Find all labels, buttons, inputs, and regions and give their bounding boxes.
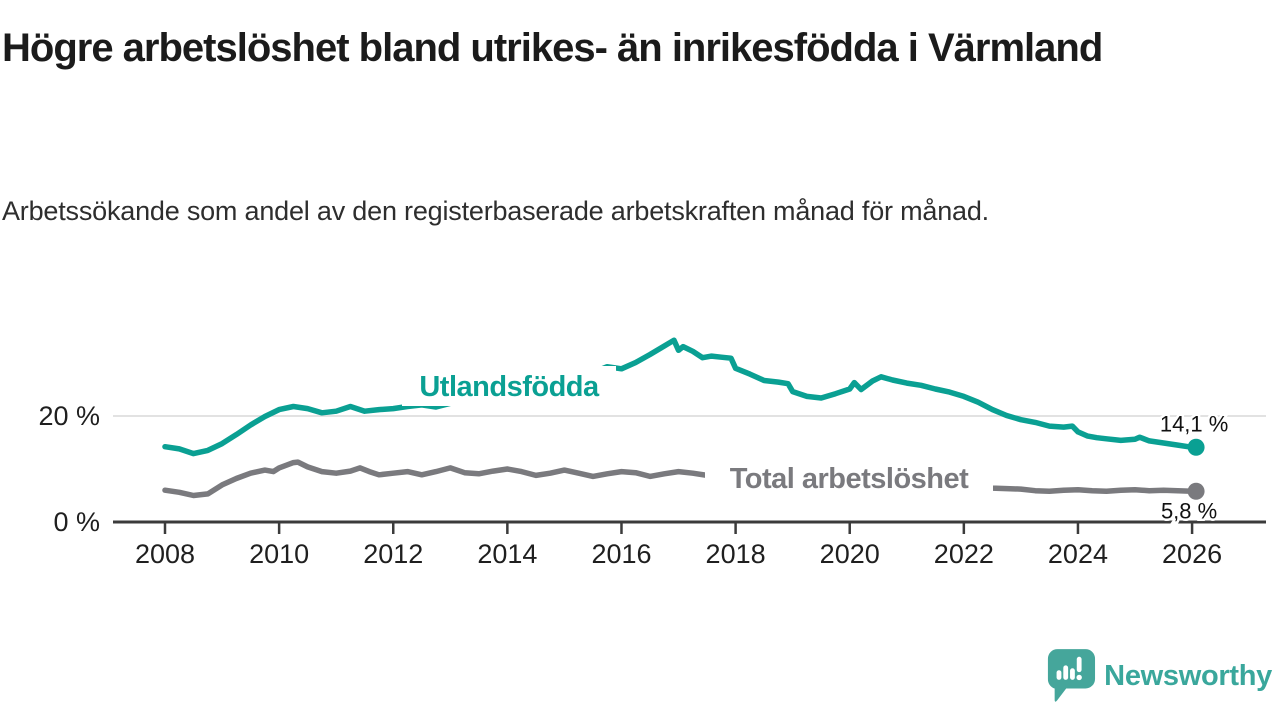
bar-1 <box>1056 670 1062 680</box>
series-line-total <box>162 459 1195 499</box>
series-label-halo-utlandsfodda <box>402 366 616 406</box>
end-value-label-utlandsfodda: 14,1 % <box>1160 411 1229 436</box>
exclamation-bar <box>1076 656 1082 673</box>
x-tick-label-2014: 2014 <box>477 539 537 569</box>
x-tick-label-2016: 2016 <box>591 539 651 569</box>
y-tick-label-0: 0 % <box>53 507 100 537</box>
end-dot-total <box>1187 482 1205 500</box>
bar-3 <box>1070 668 1076 680</box>
x-tick-label-2012: 2012 <box>363 539 423 569</box>
chart-subtitle: Arbetssökande som andel av den registerb… <box>2 196 989 226</box>
x-tick-label-2026: 2026 <box>1162 539 1222 569</box>
x-tick-label-2018: 2018 <box>706 539 766 569</box>
newsworthy-logo-text: Newsworthy <box>1104 659 1272 692</box>
x-tick-label-2010: 2010 <box>249 539 309 569</box>
bar-2 <box>1063 665 1069 680</box>
newsworthy-logo: Newsworthy <box>1046 648 1272 704</box>
exclamation-dot <box>1076 674 1083 681</box>
x-tick-label-2008: 2008 <box>135 539 195 569</box>
series-label-total: Total arbetslöshet <box>730 463 969 495</box>
series-label-utlandsfodda: Utlandsfödda <box>419 371 600 403</box>
x-tick-label-2024: 2024 <box>1048 539 1108 569</box>
x-tick-label-2020: 2020 <box>820 539 880 569</box>
end-dot-utlandsfodda <box>1187 438 1205 456</box>
end-value-label-total: 5,8 % <box>1161 498 1217 523</box>
newsworthy-logo-icon <box>1048 649 1096 702</box>
series-line-utlandsfodda <box>162 337 1195 457</box>
chart-title: Högre arbetslöshet bland utrikes- än inr… <box>2 26 1103 70</box>
series-label-halo-total <box>705 458 993 495</box>
y-tick-label-20: 20 % <box>38 401 100 431</box>
x-tick-label-2022: 2022 <box>934 539 994 569</box>
